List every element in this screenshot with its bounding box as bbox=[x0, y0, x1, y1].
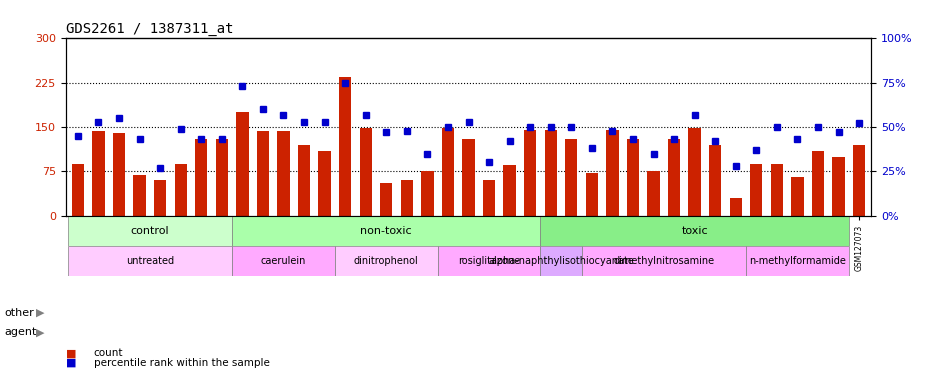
Bar bbox=[437, 246, 540, 276]
Bar bbox=[852, 145, 864, 215]
Bar bbox=[647, 171, 659, 215]
Bar bbox=[67, 215, 232, 246]
Bar bbox=[318, 151, 330, 215]
Bar bbox=[359, 128, 372, 215]
Text: untreated: untreated bbox=[125, 256, 174, 266]
Bar bbox=[195, 139, 207, 215]
Bar bbox=[174, 164, 186, 215]
Text: ■: ■ bbox=[66, 348, 76, 358]
Bar bbox=[380, 183, 392, 215]
Bar bbox=[256, 131, 269, 215]
Text: ▶: ▶ bbox=[36, 327, 44, 337]
Bar bbox=[626, 139, 638, 215]
Bar bbox=[112, 133, 125, 215]
Bar bbox=[298, 145, 310, 215]
Bar bbox=[544, 130, 556, 215]
Bar bbox=[667, 139, 680, 215]
Bar bbox=[154, 180, 167, 215]
Bar bbox=[564, 139, 577, 215]
Bar bbox=[232, 215, 540, 246]
Bar bbox=[461, 139, 475, 215]
Text: ▶: ▶ bbox=[36, 308, 44, 318]
Text: alpha-naphthylisothiocyanate: alpha-naphthylisothiocyanate bbox=[488, 256, 634, 266]
Bar bbox=[482, 180, 495, 215]
Bar bbox=[811, 151, 824, 215]
Text: agent: agent bbox=[5, 327, 37, 337]
Bar bbox=[523, 130, 535, 215]
Bar bbox=[421, 171, 433, 215]
Bar bbox=[72, 164, 84, 215]
Bar bbox=[770, 164, 782, 215]
Text: n-methylformamide: n-methylformamide bbox=[748, 256, 845, 266]
Bar bbox=[232, 246, 334, 276]
Text: GDS2261 / 1387311_at: GDS2261 / 1387311_at bbox=[66, 22, 233, 36]
Text: rosiglitazone: rosiglitazone bbox=[458, 256, 519, 266]
Bar bbox=[540, 215, 848, 246]
Bar bbox=[540, 246, 581, 276]
Text: other: other bbox=[5, 308, 35, 318]
Bar bbox=[277, 131, 289, 215]
Bar bbox=[831, 157, 843, 215]
Bar bbox=[709, 145, 721, 215]
Bar bbox=[606, 130, 618, 215]
Text: dinitrophenol: dinitrophenol bbox=[354, 256, 418, 266]
Text: non-toxic: non-toxic bbox=[360, 226, 412, 236]
Bar bbox=[581, 246, 745, 276]
Bar bbox=[750, 164, 762, 215]
Bar bbox=[334, 246, 437, 276]
Bar bbox=[585, 173, 597, 215]
Text: ■: ■ bbox=[66, 358, 76, 368]
Bar bbox=[441, 128, 454, 215]
Bar bbox=[133, 175, 146, 215]
Bar bbox=[93, 131, 105, 215]
Text: percentile rank within the sample: percentile rank within the sample bbox=[94, 358, 270, 368]
Bar bbox=[215, 139, 227, 215]
Bar bbox=[688, 128, 700, 215]
Bar bbox=[401, 180, 413, 215]
Bar bbox=[236, 112, 248, 215]
Text: count: count bbox=[94, 348, 123, 358]
Text: control: control bbox=[130, 226, 169, 236]
Bar bbox=[729, 198, 741, 215]
Bar bbox=[503, 166, 515, 215]
Bar bbox=[339, 77, 351, 215]
Text: dimethylnitrosamine: dimethylnitrosamine bbox=[612, 256, 713, 266]
Bar bbox=[745, 246, 848, 276]
Bar bbox=[790, 177, 803, 215]
Bar bbox=[67, 246, 232, 276]
Text: caerulein: caerulein bbox=[260, 256, 306, 266]
Text: toxic: toxic bbox=[680, 226, 708, 236]
